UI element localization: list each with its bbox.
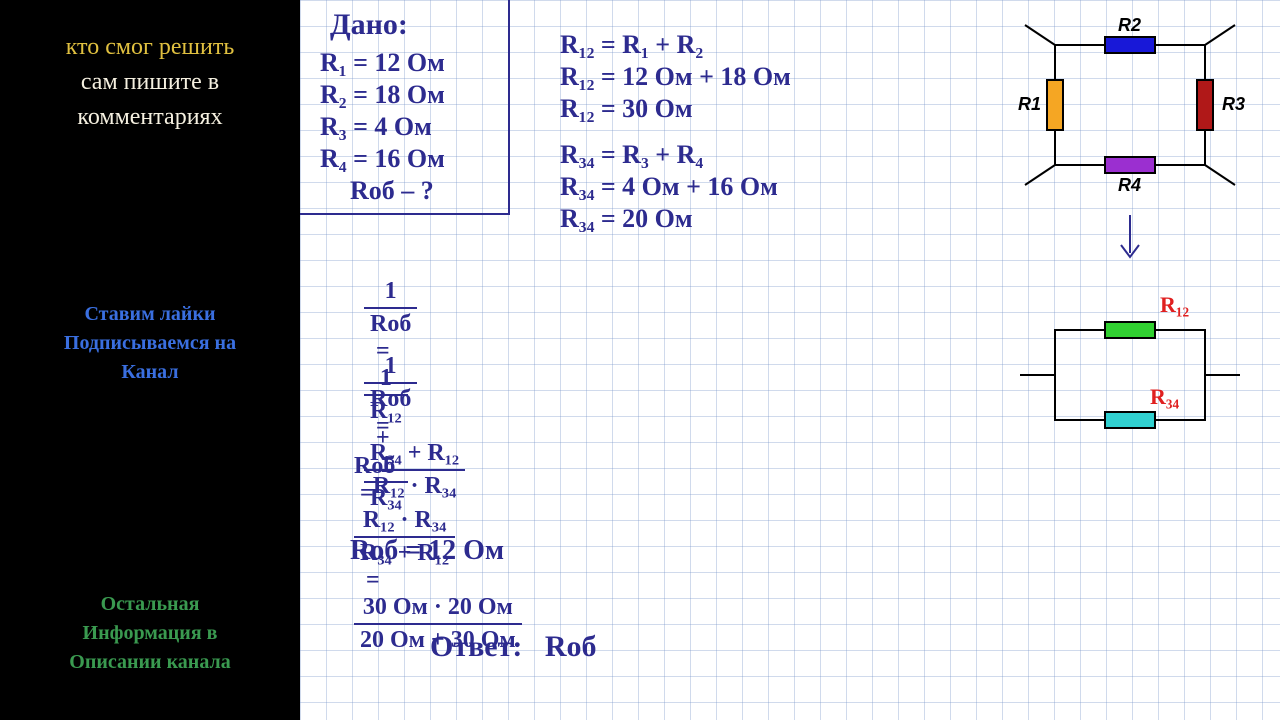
sidebar-block-3: Остальная Информация в Описании канала	[10, 590, 290, 677]
circuit-1: R2 R4 R1 R3	[1000, 15, 1260, 205]
stage: кто смог решить сам пишите в комментария…	[0, 0, 1280, 720]
calc-res: Rоб = 12 Ом	[350, 535, 504, 567]
f1-ln: 1	[364, 278, 417, 309]
f2-ln: 1	[364, 353, 417, 384]
c2-r34: R₃₄	[1150, 384, 1179, 409]
f3-l: Rоб	[354, 453, 395, 479]
sidebar-block-2: Ставим лайки Подписываемся на Канал	[10, 300, 290, 387]
sb1-l2: сам пишите в	[10, 65, 290, 100]
calc-b2: R₃₄ = 4 Ом + 16 Ом	[560, 172, 778, 202]
f3-rn: 30 Ом · 20 Ом	[354, 594, 522, 625]
c1-r4: R4	[1118, 175, 1141, 195]
sb3-l1: Остальная	[10, 590, 290, 619]
paper: Дано: R₁ = 12 Ом R₂ = 18 Ом R₃ = 4 Ом R₄…	[300, 0, 1280, 720]
calc-b1: R₃₄ = R₃ + R₄	[560, 140, 703, 170]
c2-r12: R₁₂	[1160, 292, 1189, 317]
arrow-down-icon	[1115, 215, 1145, 265]
f2-ld: Rоб	[364, 384, 417, 413]
circuit-2: R₁₂ R₃₄	[1000, 290, 1260, 460]
given-title: Дано:	[330, 8, 408, 42]
sb2-l1: Ставим лайки	[10, 300, 290, 329]
given-r2: R₂ = 18 Ом	[320, 80, 445, 110]
f1-ld: Rоб	[364, 309, 417, 338]
c1-r3: R3	[1222, 94, 1245, 114]
sidebar: кто смог решить сам пишите в комментария…	[0, 0, 300, 720]
sb2-l3: Канал	[10, 358, 290, 387]
calc-a3: R₁₂ = 30 Ом	[560, 94, 693, 124]
sidebar-block-1: кто смог решить сам пишите в комментария…	[10, 30, 290, 134]
sb1-l1: кто смог решить	[10, 30, 290, 65]
calc-a2: R₁₂ = 12 Ом + 18 Ом	[560, 62, 791, 92]
calc-ans: Ответ: Rоб	[430, 630, 596, 664]
given-r3: R₃ = 4 Ом	[320, 112, 432, 142]
sb1-l3: комментариях	[10, 100, 290, 135]
given-rob: Rоб – ?	[350, 176, 434, 206]
sb3-l3: Описании канала	[10, 648, 290, 677]
given-r4: R₄ = 16 Ом	[320, 144, 445, 174]
calc-a1: R₁₂ = R₁ + R₂	[560, 30, 703, 60]
sb3-l2: Информация в	[10, 619, 290, 648]
calc-b3: R₃₄ = 20 Ом	[560, 204, 693, 234]
c1-r2: R2	[1118, 15, 1141, 35]
f3-mn: R₁₂ · R₃₄	[354, 507, 455, 538]
given-r1: R₁ = 12 Ом	[320, 48, 445, 78]
sb2-l2: Подписываемся на	[10, 329, 290, 358]
c1-r1: R1	[1018, 94, 1041, 114]
